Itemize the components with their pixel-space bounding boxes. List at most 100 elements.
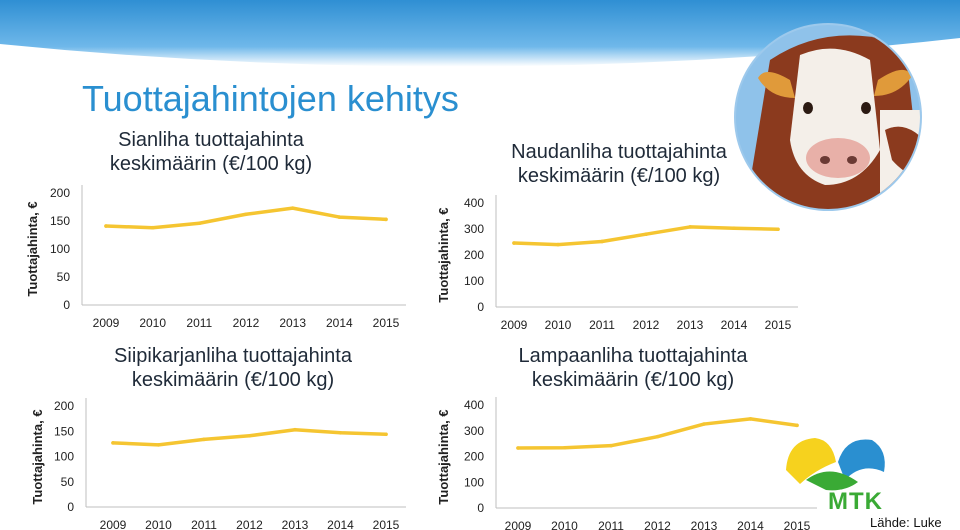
y-tick-label: 300 <box>464 222 484 236</box>
y-axis-label: Tuottajahinta, € <box>25 201 40 296</box>
x-tick-label: 2015 <box>373 316 400 330</box>
y-tick-label: 100 <box>50 242 70 256</box>
data-point <box>748 417 753 421</box>
chart-title-line: keskimäärin (€/100 kg) <box>531 369 735 391</box>
data-point <box>609 443 613 448</box>
y-tick-label: 50 <box>57 270 71 284</box>
data-point <box>512 241 516 245</box>
chart-title-sianliha: Sianliha tuottajahinta keskimäärin (€/10… <box>106 128 316 176</box>
x-tick-label: 2014 <box>327 518 354 530</box>
y-tick-label: 150 <box>54 424 74 438</box>
y-tick-label: 200 <box>464 248 484 262</box>
slide-title: Tuottajahintojen kehitys <box>82 78 459 119</box>
x-tick-label: 2011 <box>589 318 615 332</box>
x-tick-label: 2015 <box>373 518 400 530</box>
x-tick-label: 2010 <box>139 316 166 330</box>
x-tick-label: 2015 <box>784 519 811 530</box>
y-axis-label: Tuottajahinta, € <box>30 409 45 504</box>
header-band <box>0 0 960 67</box>
chart-title-line: Siipikarjanliha tuottajahinta <box>114 345 352 367</box>
data-point <box>150 225 155 230</box>
data-point <box>562 445 567 450</box>
x-tick-label: 2009 <box>505 519 532 530</box>
x-tick-label: 2013 <box>677 318 704 332</box>
x-tick-label: 2011 <box>191 518 217 530</box>
x-tick-label: 2013 <box>279 316 306 330</box>
x-tick-label: 2014 <box>737 519 764 530</box>
chart-title-line: Lampaanliha tuottajahinta <box>518 345 748 367</box>
y-tick-label: 400 <box>464 196 484 210</box>
x-tick-label: 2010 <box>145 518 172 530</box>
data-point <box>244 212 248 217</box>
mtk-logo-text: MTK <box>828 488 883 515</box>
y-tick-label: 100 <box>464 475 484 489</box>
x-tick-label: 2010 <box>551 519 578 530</box>
data-point <box>600 239 604 244</box>
data-point <box>111 441 115 445</box>
chart-title-line: Naudanliha tuottajahinta <box>511 141 727 163</box>
data-point <box>197 221 202 226</box>
data-point <box>202 437 206 442</box>
y-tick-label: 0 <box>63 298 70 312</box>
source-credit: Lähde: Luke <box>870 515 942 530</box>
chart-title-line: keskimäärin (€/100 kg) <box>109 153 313 175</box>
data-point <box>702 422 706 426</box>
data-point <box>247 433 252 438</box>
y-tick-label: 0 <box>477 501 484 515</box>
x-tick-label: 2009 <box>93 316 120 330</box>
data-point <box>337 215 342 219</box>
x-tick-label: 2009 <box>501 318 528 332</box>
y-tick-label: 200 <box>54 399 74 413</box>
data-point <box>556 242 560 247</box>
data-point <box>688 225 692 229</box>
x-tick-label: 2013 <box>282 518 309 530</box>
y-axis-label: Tuottajahinta, € <box>436 207 451 302</box>
data-point <box>293 427 297 432</box>
data-point <box>104 224 108 228</box>
y-tick-label: 0 <box>477 300 484 314</box>
x-tick-label: 2012 <box>233 316 260 330</box>
data-point <box>156 443 161 447</box>
x-tick-label: 2011 <box>186 316 212 330</box>
chart-title-line: keskimäärin (€/100 kg) <box>131 369 335 391</box>
chart-title-line: keskimäärin (€/100 kg) <box>517 165 721 187</box>
x-tick-label: 2012 <box>633 318 660 332</box>
chart-title-naudanliha: Naudanliha tuottajahinta keskimäärin (€/… <box>494 140 744 188</box>
mtk-logo-graphic <box>786 438 885 491</box>
chart-title-siipikarjanliha: Siipikarjanliha tuottajahinta keskimääri… <box>88 344 378 392</box>
x-tick-label: 2013 <box>691 519 718 530</box>
y-tick-label: 100 <box>464 274 484 288</box>
x-tick-label: 2012 <box>236 518 263 530</box>
data-point <box>732 226 736 231</box>
y-tick-label: 0 <box>67 500 74 514</box>
x-tick-label: 2011 <box>598 519 624 530</box>
y-tick-label: 200 <box>464 450 484 464</box>
series-line <box>516 417 799 450</box>
y-tick-label: 100 <box>54 450 74 464</box>
y-tick-label: 400 <box>464 398 484 412</box>
data-point <box>338 430 343 435</box>
chart-title-line: Sianliha tuottajahinta <box>118 129 304 151</box>
y-axis-label: Tuottajahinta, € <box>436 409 451 504</box>
y-tick-label: 300 <box>464 424 484 438</box>
chart-title-lampaanliha: Lampaanliha tuottajahinta keskimäärin (€… <box>498 344 768 392</box>
data-point <box>384 217 388 222</box>
y-tick-label: 150 <box>50 214 70 228</box>
y-tick-label: 50 <box>61 475 75 489</box>
y-tick-label: 200 <box>50 186 70 200</box>
data-point <box>384 432 388 437</box>
data-point <box>290 206 295 210</box>
data-point <box>655 434 660 439</box>
data-point <box>795 423 799 428</box>
data-point <box>776 227 780 232</box>
x-tick-label: 2010 <box>545 318 572 332</box>
x-tick-label: 2015 <box>765 318 792 332</box>
data-point <box>644 232 648 236</box>
x-tick-label: 2014 <box>721 318 748 332</box>
